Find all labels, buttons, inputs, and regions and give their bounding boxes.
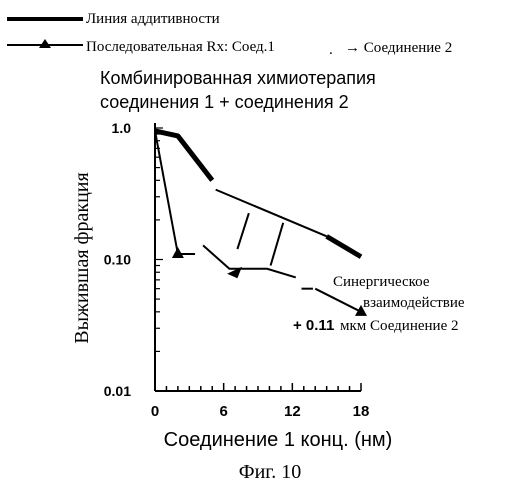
bracket-left xyxy=(237,213,248,249)
sequential-line-segment xyxy=(155,131,178,254)
y-axis-label: Выжившая фракция xyxy=(71,172,93,343)
chart-title-line2: соединения 1 + соединения 2 xyxy=(100,92,349,112)
triangle-marker xyxy=(172,247,184,258)
x-tick-label: 0 xyxy=(151,403,159,420)
sequential-line-segment xyxy=(315,289,361,312)
figure-caption: Фиг. 10 xyxy=(239,461,301,483)
y-tick-label: 1.0 xyxy=(112,120,132,136)
legend-triangle-marker xyxy=(39,39,51,48)
concentration-text: мкм Соединение 2 xyxy=(340,318,458,334)
legend-additivity-swatch xyxy=(7,17,83,21)
y-tick-label: 0.01 xyxy=(104,383,131,399)
additivity-line-segment xyxy=(327,236,361,256)
synergy-decorations xyxy=(178,190,327,289)
x-axis-label: Соединение 1 конц. (нм) xyxy=(164,429,393,451)
synergy-lower-path xyxy=(203,245,296,277)
x-tick-label: 6 xyxy=(219,403,227,420)
concentration-value: + 0.11 xyxy=(293,317,334,334)
chart-title-line1: Комбинированная химиотерапия xyxy=(100,68,376,88)
synergy-annotation-line1: Синергическое xyxy=(333,274,430,290)
bracket-right xyxy=(271,223,284,266)
legend-sequential-label: Последовательная Rx: Соед.1 xyxy=(86,39,275,55)
legend-additivity-label: Линия аддитивности xyxy=(86,11,220,27)
x-tick-label: 12 xyxy=(284,403,301,420)
additivity-thin-line xyxy=(216,190,327,237)
y-tick-label: 0.10 xyxy=(104,252,131,268)
legend-arrow-label: → Соединение 2 xyxy=(345,40,452,56)
synergy-annotation-line2: взаимодействие xyxy=(363,295,465,311)
legend-dot: . xyxy=(329,42,333,58)
x-tick-label: 18 xyxy=(353,403,370,420)
legend: Линия аддитивности Последовательная Rx: … xyxy=(7,11,452,58)
